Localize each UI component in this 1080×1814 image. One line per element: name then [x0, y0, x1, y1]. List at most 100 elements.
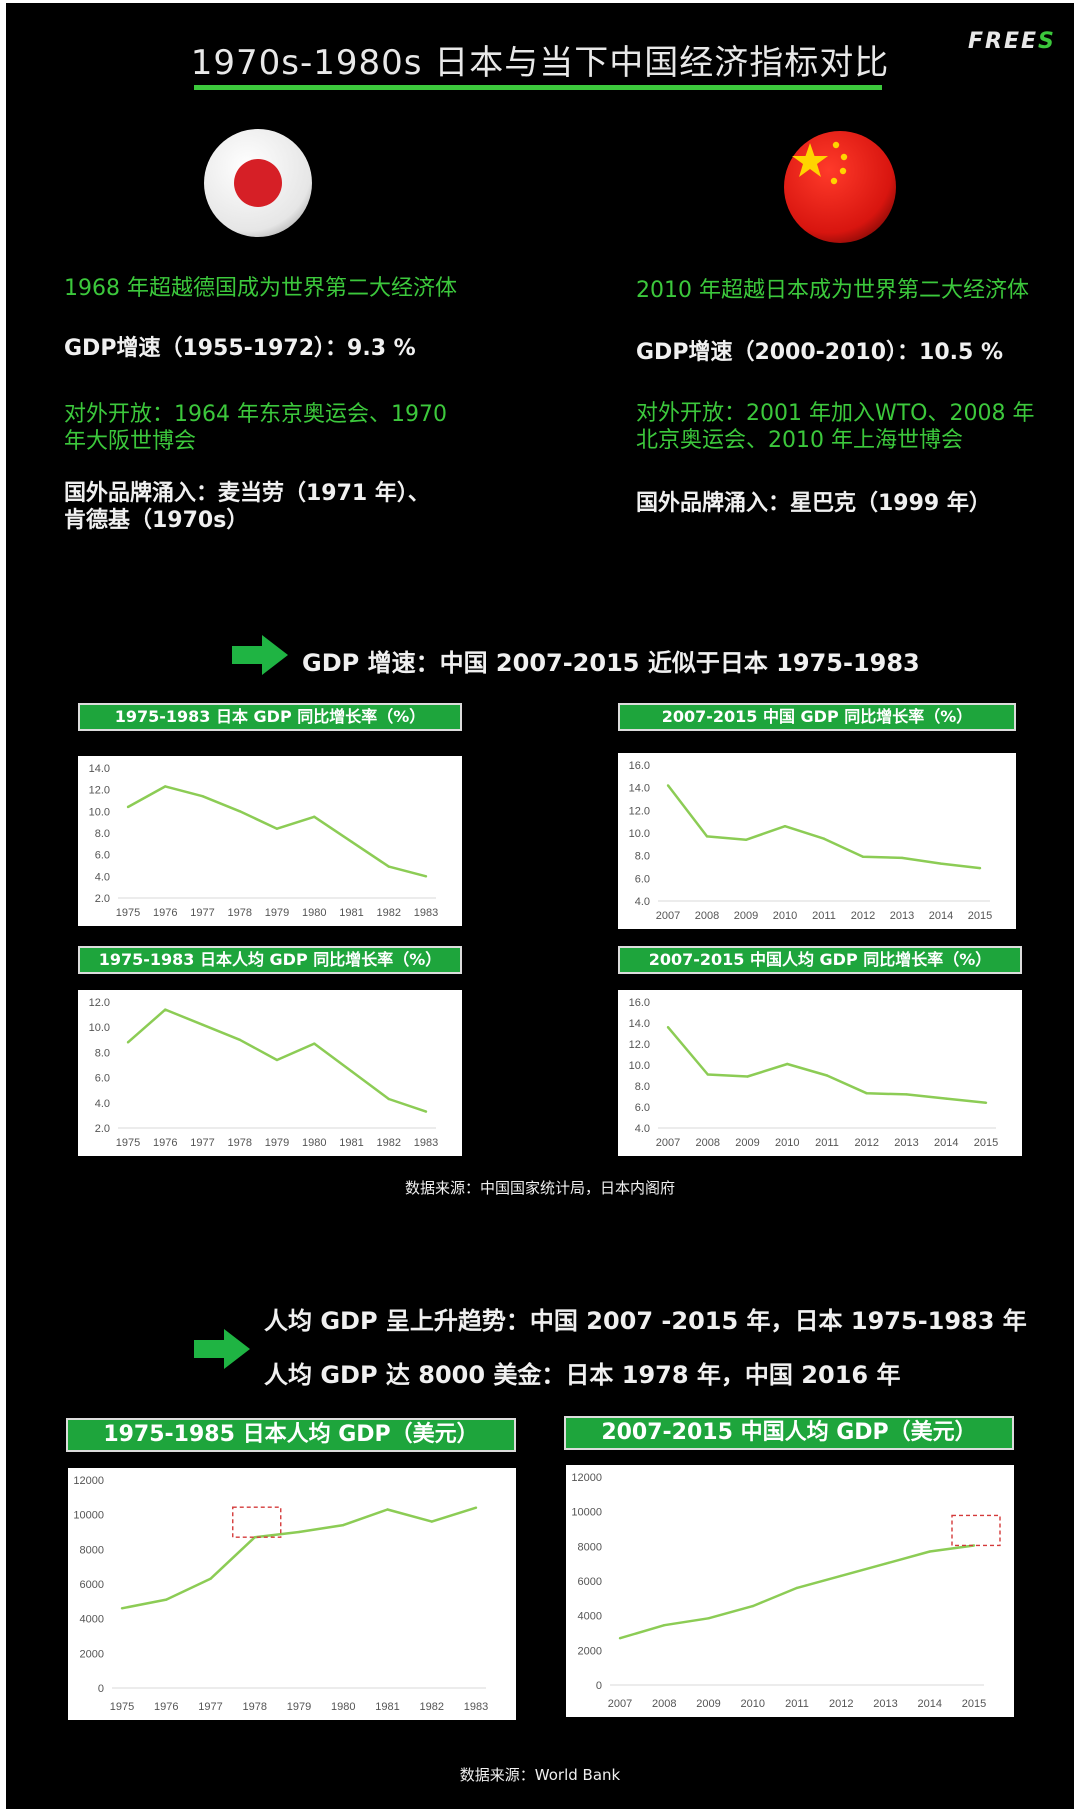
x-tick-label: 1976 [153, 1137, 177, 1149]
data-point [424, 1110, 428, 1113]
data-point [861, 855, 865, 858]
chart-jp-gdp-growth: 2.0 4.0 6.0 8.0 10.0 12.0 14.0 1975 1976 1977 1978… [78, 756, 462, 926]
highlight-box [232, 1506, 282, 1538]
data-point [387, 1097, 390, 1101]
y-tick-label: 2000 [80, 1648, 104, 1660]
gdp-growth-heading: GDP 增速：中国 2007-2015 近似于日本 1975-1983 [302, 649, 920, 677]
chart-title-cn-gdp-pc-growth: 2007-2015 中国人均 GDP 同比增长率（%） [618, 946, 1022, 974]
data-point [120, 1607, 124, 1610]
data-point [978, 866, 982, 870]
x-tick-label: 1979 [287, 1701, 311, 1713]
y-tick-label: 2.0 [95, 893, 110, 905]
data-point [840, 1574, 843, 1577]
data-point [297, 1530, 301, 1534]
x-tick-label: 2009 [735, 1137, 759, 1149]
x-tick-label: 2012 [851, 910, 875, 922]
gdp-pc-8000-heading: 人均 GDP 达 8000 美金：日本 1978 年，中国 2016 年 [264, 1361, 901, 1389]
data-point [706, 1073, 709, 1076]
x-tick-label: 2010 [773, 910, 797, 922]
page-title: 1970s-1980s 日本与当下中国经济指标对比 [190, 43, 890, 83]
data-point [474, 1506, 478, 1509]
x-tick-label: 1980 [302, 907, 326, 919]
data-point [746, 1075, 749, 1078]
data-point [342, 1523, 345, 1527]
japan-opening-line-2: 年大阪世博会 [64, 429, 197, 454]
brand-logo: FREES [968, 29, 1056, 54]
data-point [430, 1520, 433, 1523]
data-point [939, 862, 943, 865]
chart-cn-gdp-growth: 4.0 6.0 8.0 10.0 12.0 14.0 16.0 2007 2008 2009 201… [618, 753, 1016, 929]
japan-flag-icon [204, 129, 312, 237]
x-tick-label: 1978 [228, 1137, 252, 1149]
x-tick-label: 1982 [420, 1701, 444, 1713]
y-tick-label: 8.0 [635, 1081, 650, 1093]
x-tick-label: 1976 [153, 907, 177, 919]
brand-main: FREE [968, 29, 1039, 54]
source-note-1: 数据来源：中国国家统计局，日本内阁府 [404, 1179, 675, 1197]
y-tick-label: 10000 [73, 1510, 104, 1522]
data-point [424, 875, 428, 878]
data-point [666, 1026, 670, 1029]
data-point [238, 810, 241, 813]
x-tick-label: 2012 [855, 1137, 879, 1149]
x-tick-label: 2013 [873, 1698, 897, 1710]
x-tick-label: 1975 [110, 1701, 134, 1713]
y-tick-label: 6.0 [95, 1073, 110, 1085]
y-tick-label: 4000 [80, 1614, 104, 1626]
series-line [667, 784, 981, 870]
source-note-2: 数据来源：World Bank [459, 1766, 621, 1784]
y-tick-label: 12000 [73, 1475, 104, 1487]
data-point [666, 784, 670, 787]
data-point [786, 1062, 789, 1066]
x-tick-label: 1977 [190, 1137, 214, 1149]
data-point [928, 1550, 931, 1553]
x-tick-label: 1979 [265, 1137, 289, 1149]
x-tick-label: 1980 [331, 1701, 355, 1713]
y-tick-label: 10.0 [89, 1022, 110, 1034]
data-point [350, 1070, 353, 1073]
x-tick-label: 2015 [974, 1137, 998, 1149]
y-tick-label: 8.0 [95, 828, 110, 840]
data-point [126, 805, 130, 809]
x-tick-label: 2015 [968, 910, 992, 922]
gdp-pc-trend-heading: 人均 GDP 呈上升趋势：中国 2007 -2015 年，日本 1975-198… [264, 1307, 1027, 1335]
x-tick-label: 2008 [696, 1137, 720, 1149]
x-tick-label: 2007 [656, 1137, 680, 1149]
data-point [663, 1624, 666, 1627]
chart-title-jp-gdp-growth: 1975-1983 日本 GDP 同比增长率（%） [78, 703, 462, 731]
y-tick-label: 14.0 [629, 783, 650, 795]
x-tick-label: 2013 [890, 910, 914, 922]
data-point [209, 1577, 212, 1580]
data-point [313, 815, 316, 818]
series-line [127, 785, 427, 878]
y-tick-label: 0 [596, 1680, 602, 1692]
x-tick-label: 1982 [377, 907, 401, 919]
japan-brands-line-1: 国外品牌涌入：麦当劳（1971 年）、 [64, 481, 430, 506]
x-tick-label: 2010 [741, 1698, 765, 1710]
data-point [822, 837, 826, 840]
chart-title-cn-gdp-growth: 2007-2015 中国 GDP 同比增长率（%） [618, 703, 1016, 731]
data-point [905, 1093, 908, 1096]
data-point [795, 1586, 799, 1590]
x-tick-label: 1975 [116, 1137, 140, 1149]
data-point [984, 1101, 988, 1104]
chart-jp-gdp-pc-growth: 2.0 4.0 6.0 8.0 10.0 12.0 1975 1976 1977 1978 1979… [78, 990, 462, 1156]
x-tick-label: 1978 [228, 907, 252, 919]
y-tick-label: 8.0 [635, 851, 650, 863]
data-point [825, 1074, 829, 1077]
chart-title-jp-gdp-pc: 1975-1985 日本人均 GDP（美元） [66, 1418, 516, 1452]
arrow-right-icon [232, 635, 288, 675]
data-point [386, 1508, 389, 1511]
chart-title-jp-gdp-pc-growth: 1975-1983 日本人均 GDP 同比增长率（%） [78, 946, 462, 974]
y-tick-label: 10.0 [629, 828, 650, 840]
china-opening-line-1: 对外开放：2001 年加入WTO、2008 年 [636, 401, 1035, 426]
y-tick-label: 0 [98, 1683, 104, 1695]
data-point [900, 856, 904, 860]
china-gdp-growth-line: GDP增速（2000-2010）：10.5 % [636, 340, 1004, 365]
y-tick-label: 10.0 [629, 1060, 650, 1072]
x-tick-label: 1978 [243, 1701, 267, 1713]
x-tick-label: 2008 [652, 1698, 676, 1710]
x-tick-label: 1980 [302, 1137, 326, 1149]
x-tick-label: 2009 [696, 1698, 720, 1710]
y-tick-label: 4.0 [635, 896, 650, 908]
